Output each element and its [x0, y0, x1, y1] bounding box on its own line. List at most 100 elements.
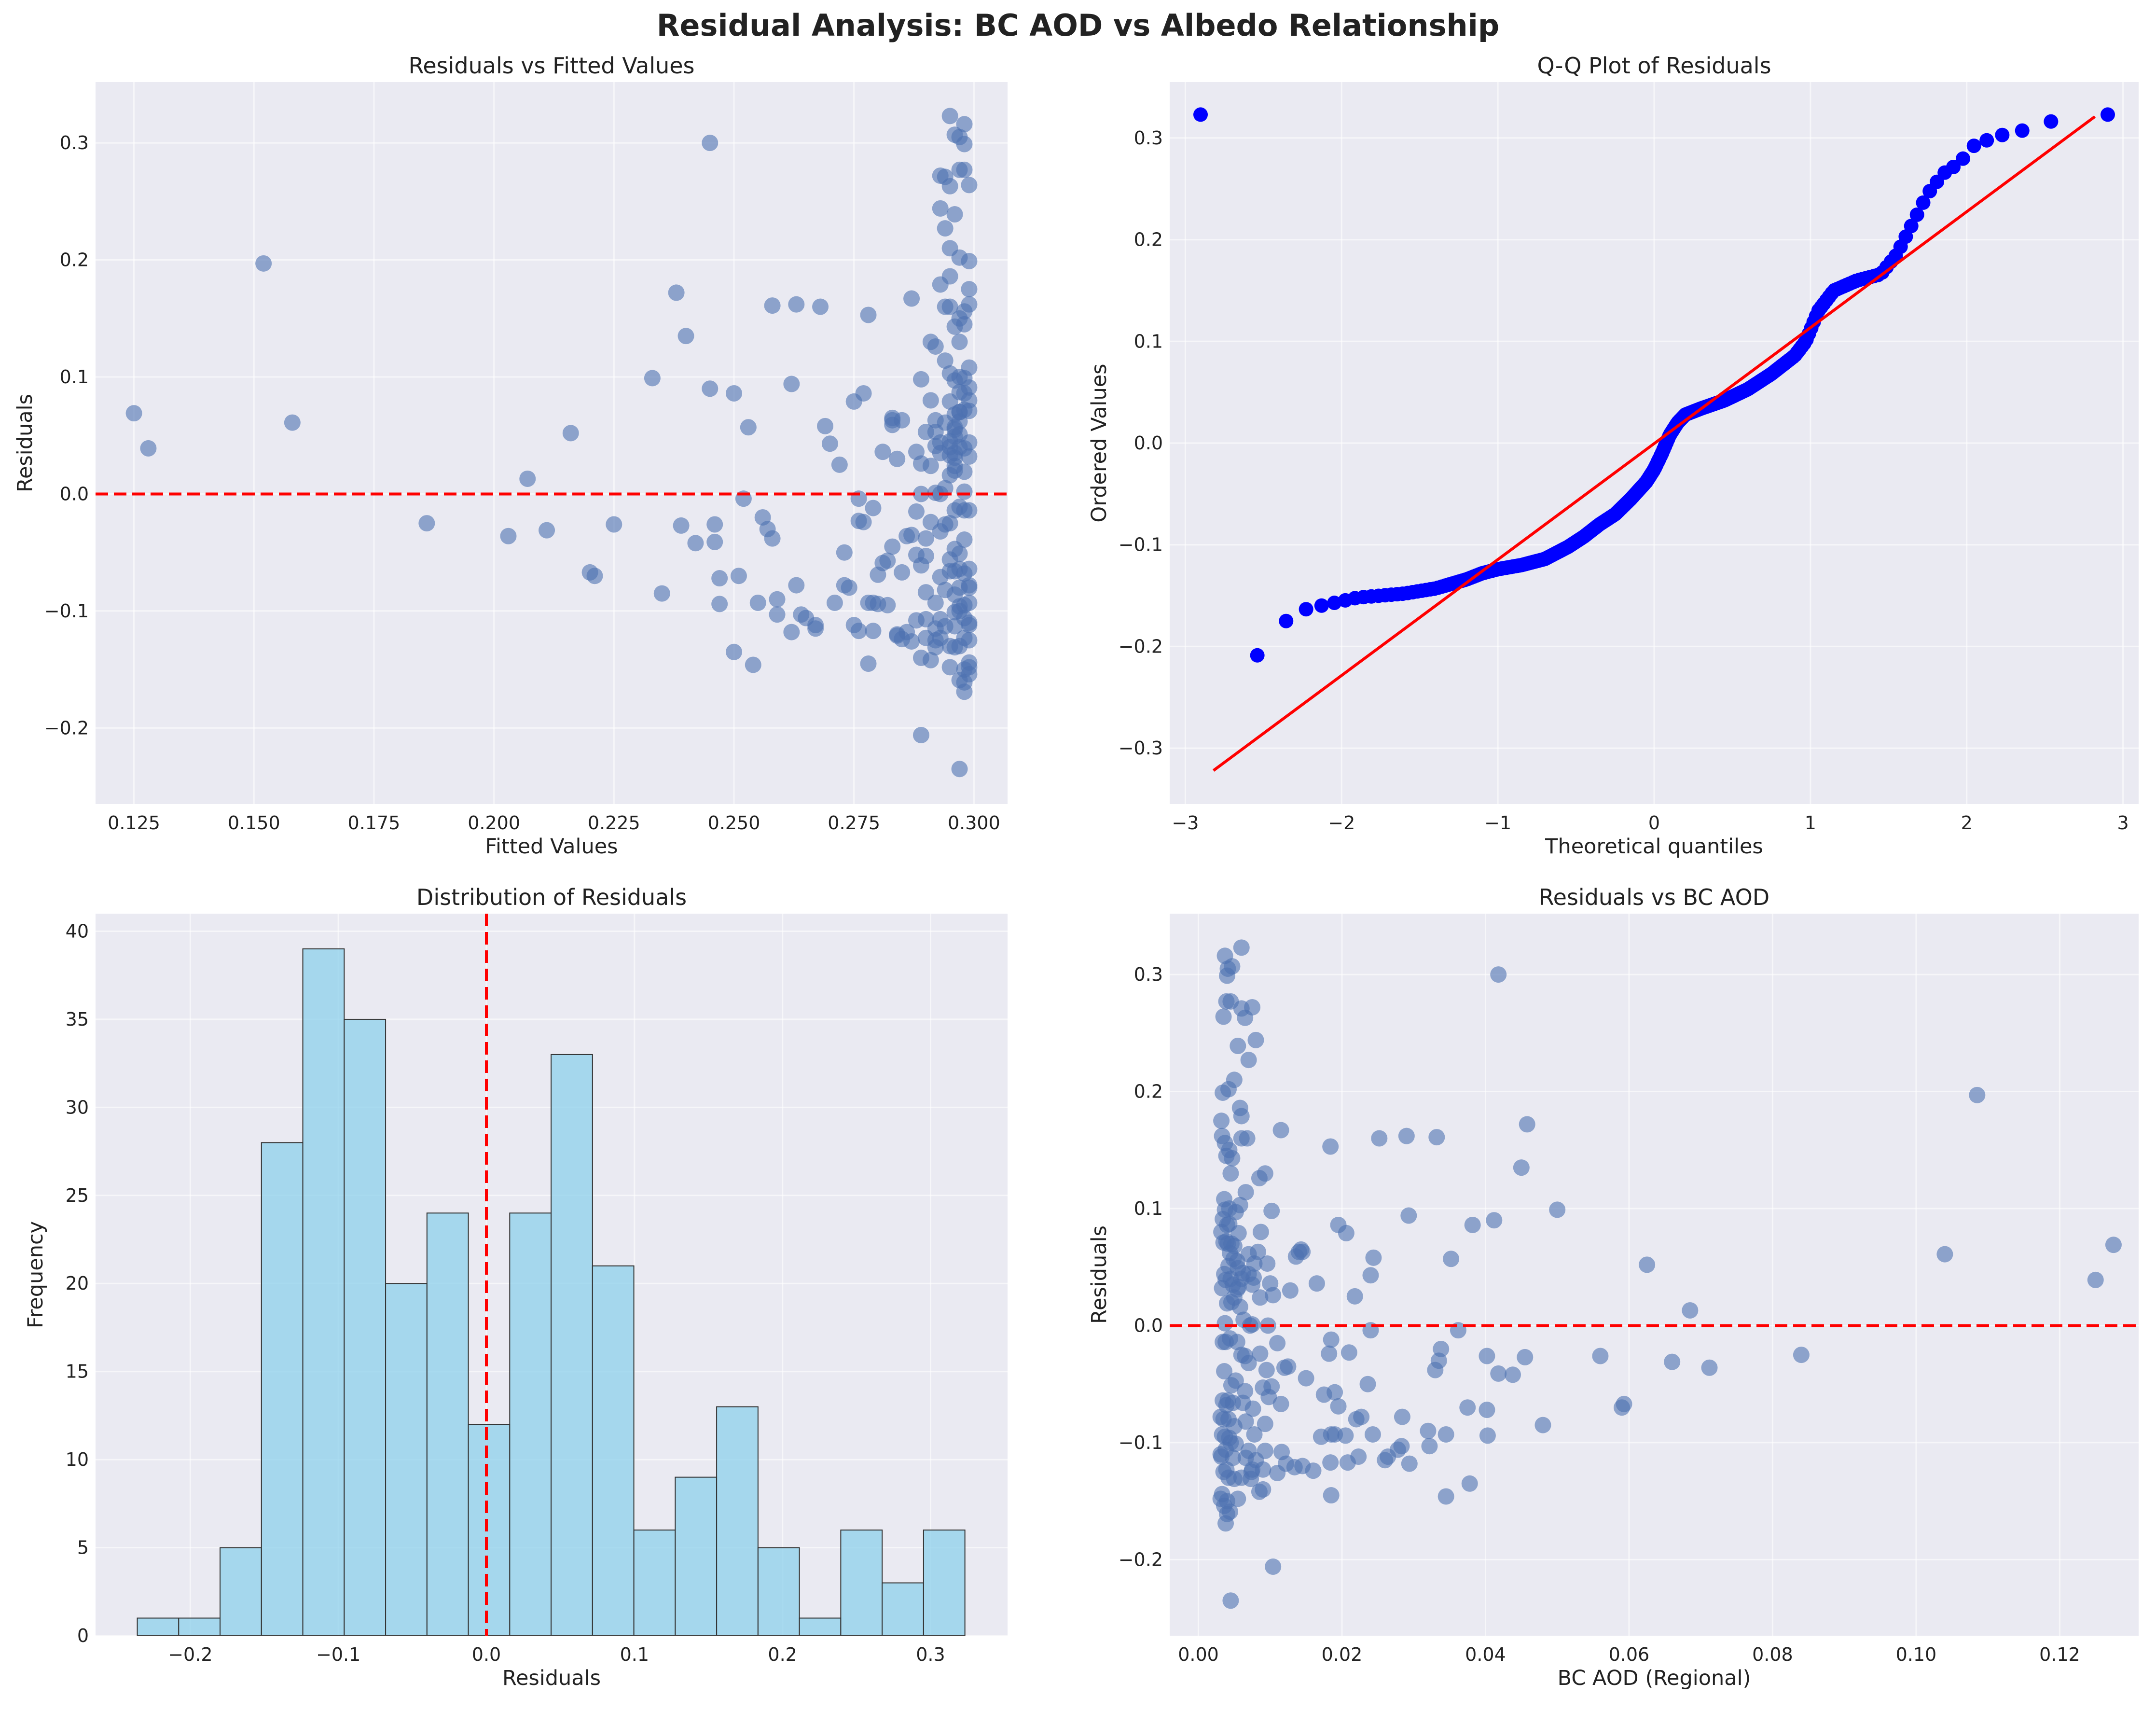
scatter-point: [1216, 1266, 1233, 1282]
scatter-point: [1401, 1455, 1418, 1472]
scatter-point: [1218, 967, 1235, 984]
scatter-point: [937, 220, 954, 237]
scatter-point: [941, 178, 958, 195]
x-axis-label: BC AOD (Regional): [1558, 1666, 1751, 1690]
qq-point: [2044, 114, 2059, 129]
scatter-point: [826, 594, 843, 611]
scatter-point: [941, 108, 958, 125]
scatter-point: [1273, 1444, 1290, 1461]
scatter-point: [1230, 1037, 1246, 1054]
scatter-point: [855, 514, 872, 530]
scatter-point: [1479, 1348, 1495, 1364]
histogram-bar: [509, 1212, 552, 1636]
y-tick-label: 0.3: [60, 132, 89, 153]
x-tick-label: −1: [1484, 812, 1511, 834]
qq-point: [2015, 123, 2030, 138]
scatter-point: [1218, 1147, 1235, 1164]
scatter-point: [764, 530, 781, 547]
scatter-point: [1437, 1488, 1454, 1505]
y-tick-label: −0.3: [1119, 737, 1163, 759]
y-tick-label: 0.0: [1134, 1315, 1163, 1336]
scatter-point: [855, 385, 872, 402]
scatter-point: [1217, 1515, 1234, 1532]
scatter-point: [1215, 1008, 1232, 1025]
scatter-point: [894, 564, 911, 581]
scatter-point: [961, 296, 978, 313]
scatter-point: [889, 450, 906, 467]
x-tick-label: 0.04: [1465, 1644, 1506, 1665]
scatter-point: [1614, 1399, 1631, 1416]
scatter-point: [1701, 1359, 1718, 1376]
scatter-point: [711, 596, 728, 612]
scatter-point: [1936, 1246, 1953, 1263]
scatter-point: [941, 298, 958, 315]
y-tick-label: 0.1: [1134, 1198, 1163, 1219]
histogram-bar: [799, 1617, 842, 1636]
y-tick-label: 0.0: [60, 483, 89, 504]
scatter-point: [937, 480, 954, 497]
scatter-point: [961, 392, 978, 409]
data-layer: [137, 914, 966, 1636]
y-tick-label: 40: [66, 920, 89, 942]
scatter-point: [1215, 1463, 1232, 1480]
scatter-point: [1258, 1362, 1275, 1378]
scatter-point: [1212, 1408, 1229, 1425]
qq-reference-line: [1212, 115, 2096, 772]
scatter-point: [125, 405, 142, 422]
scatter-point: [1534, 1417, 1551, 1433]
y-tick-label: 15: [66, 1361, 89, 1382]
scatter-point: [1479, 1402, 1495, 1419]
x-tick-label: 3: [2117, 812, 2129, 834]
y-tick-label: 0.2: [60, 250, 89, 271]
y-tick-label: 10: [66, 1449, 89, 1470]
y-tick-label: −0.2: [44, 717, 89, 738]
scatter-point: [1359, 1376, 1376, 1392]
y-tick-label: 0.1: [60, 366, 89, 388]
y-tick-label: 25: [66, 1185, 89, 1206]
histogram-bar: [923, 1530, 966, 1636]
histogram-bar: [840, 1530, 883, 1636]
scatter-point: [956, 531, 973, 548]
x-tick-label: 0.2: [768, 1644, 797, 1665]
scatter-point: [956, 316, 973, 333]
panel-title: Distribution of Residuals: [416, 884, 687, 910]
scatter-point: [1327, 1384, 1343, 1401]
scatter-point: [821, 435, 838, 452]
scatter-point: [653, 585, 670, 602]
scatter-point: [586, 568, 603, 584]
scatter-point: [788, 577, 805, 594]
x-tick-label: 0.0: [472, 1644, 501, 1665]
scatter-point: [1269, 1335, 1286, 1351]
scatter-point: [1664, 1353, 1681, 1370]
panel-qq_plot: −3 −2 −1 0 1 2 3 −0.3 −0.2 −0.1 0.0 0.1 0.2 0.3 Q-Q Pl…: [1087, 53, 2139, 859]
scatter-point: [1517, 1349, 1534, 1365]
scatter-point: [706, 533, 723, 550]
histogram-bar: [882, 1582, 924, 1636]
qq-point: [1909, 207, 1924, 222]
scatter-point: [1235, 1311, 1252, 1328]
qq-point: [1299, 602, 1313, 617]
qq-point: [1279, 613, 1294, 628]
histogram-bar: [633, 1530, 676, 1636]
scatter-point: [956, 463, 973, 480]
histogram-bar: [137, 1617, 180, 1636]
qq-point: [1946, 160, 1961, 175]
histogram-bar: [675, 1476, 718, 1636]
y-axis-label: Residuals: [13, 394, 37, 492]
scatter-point: [884, 538, 901, 555]
scatter-point: [961, 594, 978, 611]
scatter-point: [1427, 1362, 1444, 1378]
scatter-point: [1428, 1129, 1445, 1146]
scatter-point: [1420, 1422, 1437, 1439]
scatter-point: [702, 135, 719, 152]
scatter-point: [956, 483, 973, 500]
x-tick-label: 1: [1805, 812, 1816, 834]
scatter-point: [807, 617, 824, 634]
x-axis-label: Residuals: [502, 1666, 601, 1690]
scatter-point: [941, 268, 958, 285]
scatter-point: [1251, 1483, 1268, 1500]
scatter-point: [908, 503, 925, 520]
scatter-point: [961, 281, 978, 298]
qq-point: [1904, 219, 1919, 234]
